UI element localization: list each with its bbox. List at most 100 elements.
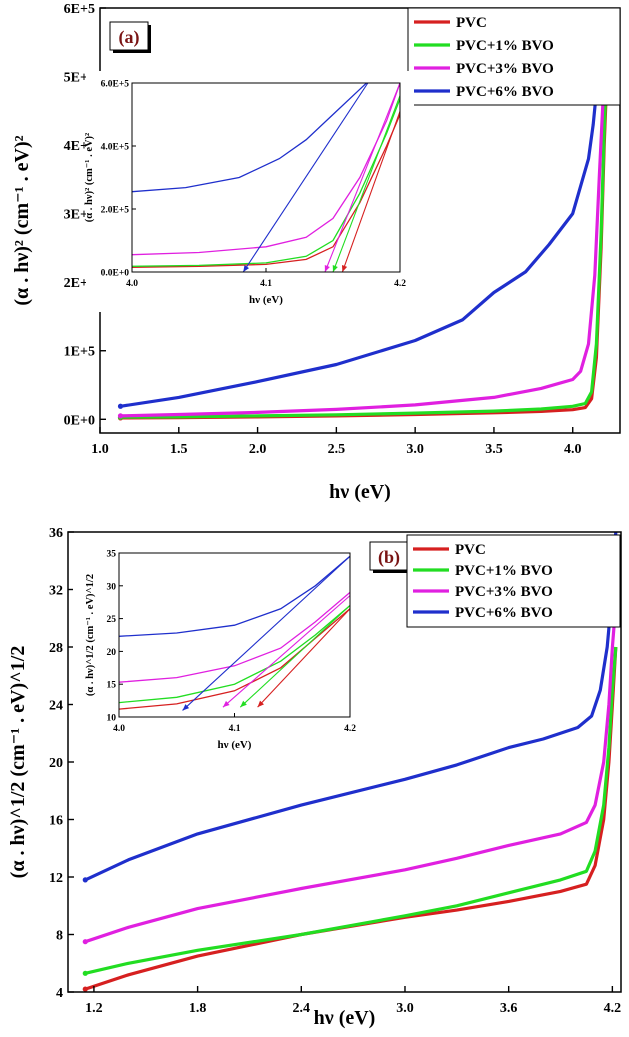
inset-x-tick-label: 4.0 [113, 724, 125, 734]
series-line-pvc-3-bvo [84, 603, 618, 944]
y-tick-label: 6E+5 [64, 2, 95, 17]
x-tick-label: 2.4 [293, 1001, 311, 1016]
inset-series-line [132, 114, 400, 268]
legend-entry: PVC+1% BVO [456, 38, 554, 54]
inset-chart: 4.0 4.1 4.2 10 15 20 25 30 35 hν (eV) (α . hν)^1/2… [73, 541, 364, 757]
y-tick-label: 4 [56, 986, 63, 1001]
panel-tag: (b) [369, 541, 411, 573]
inset-background [73, 541, 364, 757]
inset-x-tick-label: 4.1 [229, 724, 241, 734]
series-start-point [82, 877, 88, 883]
y-tick-label: 1E+5 [64, 345, 95, 360]
tangent-line [239, 605, 351, 708]
panel-tag-label: (b) [378, 547, 400, 568]
inset-y-tick-label: 20 [107, 648, 117, 658]
chart-panel-b: 1.2 1.8 2.4 3.0 3.6 4.2 4 8 12 16 20 24 28 32 36 hν (eV… [7, 526, 622, 1029]
y-tick-label: 28 [49, 641, 63, 656]
inset-series-line [132, 83, 400, 256]
tangent-line [242, 82, 369, 273]
tangent-line [324, 82, 401, 273]
tangent-line [341, 111, 401, 273]
inset-y-tick-label: 0.0E+0 [101, 269, 130, 279]
x-tick-label: 2.0 [249, 442, 267, 457]
series-line-pvc-1-bvo [120, 8, 613, 419]
x-tick-label: 3.0 [406, 442, 424, 457]
legend-entry: PVC+6% BVO [455, 605, 553, 621]
series-line-pvc-3-bvo [120, 8, 609, 418]
inset-x-tick-label: 4.0 [126, 279, 138, 289]
series-start-point [82, 986, 88, 992]
legend-box [407, 7, 621, 106]
y-tick-label: 24 [49, 699, 63, 714]
x-tick-label: 3.6 [500, 1001, 518, 1016]
legend-entry: PVC [455, 542, 486, 558]
panel-tag-label: (a) [119, 27, 140, 48]
inset-y-tick-label: 25 [107, 615, 117, 625]
panel-tag: (a) [109, 21, 151, 53]
panel-tag-box [109, 21, 149, 51]
inset-series-line [119, 555, 350, 637]
x-tick-label: 1.5 [170, 442, 188, 457]
inset-y-tick-label: 15 [107, 681, 117, 691]
y-tick-label: 16 [49, 814, 63, 829]
inset-x-axis-label: hν (eV) [249, 294, 283, 306]
inset-chart: 4.0 4.1 4.2 0.0E+0 2.0E+5 4.0E+5 6.0E+5 hν (eV)… [84, 71, 414, 312]
inset-y-tick-label: 10 [107, 714, 117, 724]
inset-y-tick-label: 6.0E+5 [101, 80, 130, 90]
inset-x-tick-label: 4.2 [344, 724, 356, 734]
series-start-point [117, 403, 124, 409]
tangent-arrowhead [332, 265, 338, 272]
inset-y-tick-label: 2.0E+5 [101, 206, 130, 216]
x-tick-label: 3.0 [396, 1001, 414, 1016]
legend: PVC PVC+1% BVO PVC+3% BVO PVC+6% BVO [407, 7, 621, 106]
x-tick-label: 1.0 [91, 442, 109, 457]
tangent-arrowhead [222, 700, 230, 708]
inset-y-axis-label: (α . hν)^1/2 (cm⁻¹ . eV)^1/2 [85, 574, 96, 696]
y-tick-label: 36 [49, 526, 63, 541]
inset-y-tick-label: 35 [107, 550, 117, 560]
tangent-arrowhead [324, 265, 330, 272]
inset-series-line [119, 608, 350, 710]
y-tick-label: 8 [56, 929, 63, 944]
x-axis-label: hν (eV) [329, 481, 391, 503]
series-start-point [82, 939, 88, 945]
tangent-line [257, 608, 351, 708]
legend-entry: PVC+6% BVO [456, 84, 554, 100]
y-axis-label: (α . hν)^1/2 (cm⁻¹ . eV)^1/2 [7, 646, 29, 879]
inset-x-axis-label: hν (eV) [218, 739, 252, 751]
legend-entry: PVC [456, 15, 487, 31]
y-tick-label: 20 [49, 756, 63, 771]
x-tick-label: 1.8 [189, 1001, 207, 1016]
x-tick-label: 4.0 [564, 442, 582, 457]
tangent-arrowhead [341, 265, 348, 272]
legend-entry: PVC+3% BVO [456, 61, 554, 77]
inset-y-tick-label: 4.0E+5 [101, 143, 130, 153]
tangent-line [222, 595, 351, 708]
inset-series-line [132, 83, 367, 193]
y-tick-label: 0E+0 [64, 413, 95, 428]
inset-x-tick-label: 4.1 [260, 279, 272, 289]
inset-x-tick-label: 4.2 [394, 279, 406, 289]
inset-y-tick-label: 30 [107, 582, 117, 592]
chart-panel-a: 1.0 1.5 2.0 2.5 3.0 3.5 4.00E+01E+52E+53E+54E+… [11, 2, 621, 503]
inset-series-line [119, 591, 350, 683]
x-tick-label: 3.5 [485, 442, 503, 457]
legend: PVC PVC+1% BVO PVC+3% BVO PVC+6% BVO [406, 534, 621, 628]
y-tick-label: 32 [49, 584, 63, 599]
legend-entry: PVC+3% BVO [455, 584, 553, 600]
x-tick-label: 1.2 [85, 1001, 103, 1016]
series-start-point [117, 413, 124, 419]
legend-entry: PVC+1% BVO [455, 563, 553, 579]
series-line-pvc-1-bvo [84, 646, 618, 975]
y-axis-label: (α . hν)² (cm⁻¹ . eV)² [11, 135, 33, 305]
tangent-arrowhead [257, 700, 265, 708]
x-tick-label: 4.2 [604, 1001, 622, 1016]
tangent-arrowhead [240, 700, 247, 708]
tangent-line [182, 555, 351, 711]
series-start-point [82, 970, 88, 976]
tangent-line [332, 95, 401, 273]
x-tick-label: 2.5 [328, 442, 346, 457]
y-tick-label: 12 [49, 871, 63, 886]
